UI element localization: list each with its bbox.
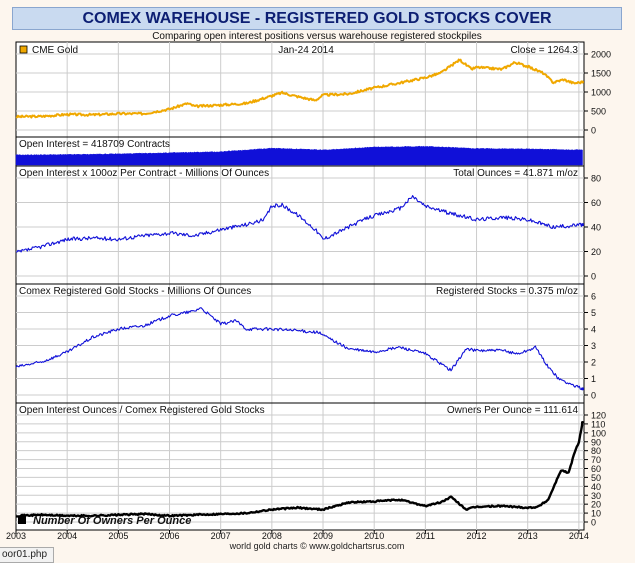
- y-tick-label: 3: [591, 341, 596, 351]
- y-tick-label: 40: [591, 482, 601, 492]
- y-tick-label: 70: [591, 455, 601, 465]
- y-tick-label: 0: [591, 272, 596, 282]
- y-tick-label: 80: [591, 174, 601, 184]
- x-tick-label: 2005: [108, 531, 128, 541]
- y-tick-label: 50: [591, 473, 601, 483]
- plot-frame: [15, 41, 585, 531]
- y-tick-label: 20: [591, 500, 601, 510]
- gold-series-line: [15, 58, 583, 119]
- x-tick-label: 2012: [467, 531, 487, 541]
- owners-series-line: [15, 422, 584, 518]
- x-tick-label: 2014: [569, 531, 589, 541]
- y-tick-label: 80: [591, 446, 601, 456]
- gold-legend-label: CME Gold: [32, 45, 78, 56]
- registered-readout: Registered Stocks = 0.375 m/oz: [436, 286, 578, 297]
- oi_ounces-last-point: [580, 223, 584, 227]
- y-tick-label: 120: [591, 411, 606, 421]
- y-tick-label: 60: [591, 464, 601, 474]
- chart-subtitle: Comparing open interest positions versus…: [152, 31, 482, 42]
- x-tick-label: 2013: [518, 531, 538, 541]
- file-tab[interactable]: oor01.php: [0, 547, 55, 563]
- open_interest-legend-label: Open Interest = 418709 Contracts: [19, 139, 170, 150]
- chart-footer: world gold charts © www.goldchartsrus.co…: [229, 541, 405, 551]
- y-tick-label: 100: [591, 428, 606, 438]
- owners-legend-swatch: [18, 516, 26, 524]
- owners-readout: Owners Per Ounce = 111.614: [447, 405, 579, 416]
- owners-legend-label: Open Interest Ounces / Comex Registered …: [19, 405, 265, 416]
- owners-last-point: [580, 420, 584, 424]
- y-tick-label: 90: [591, 437, 601, 447]
- gold-legend-swatch: [19, 45, 28, 54]
- y-tick-label: 30: [591, 491, 601, 501]
- gold-last-point: [580, 80, 584, 84]
- y-tick-label: 2000: [591, 50, 611, 60]
- y-tick-label: 4: [591, 325, 596, 335]
- y-tick-label: 1000: [591, 88, 611, 98]
- x-tick-label: 2009: [313, 531, 333, 541]
- y-tick-label: 2: [591, 358, 596, 368]
- x-tick-label: 2008: [262, 531, 282, 541]
- registered-legend-label: Comex Registered Gold Stocks - Millions …: [19, 286, 251, 297]
- x-tick-label: 2003: [6, 531, 26, 541]
- chart-title: COMEX WAREHOUSE - REGISTERED GOLD STOCKS…: [82, 10, 552, 27]
- y-tick-label: 1500: [591, 69, 611, 79]
- x-tick-label: 2006: [159, 531, 179, 541]
- y-tick-label: 110: [591, 419, 605, 429]
- gold-readout: Close = 1264.3: [510, 45, 578, 56]
- y-tick-label: 0: [591, 518, 596, 528]
- x-tick-label: 2010: [364, 531, 384, 541]
- x-tick-label: 2011: [416, 531, 435, 541]
- y-tick-label: 60: [591, 198, 601, 208]
- y-tick-label: 6: [591, 292, 596, 302]
- registered-last-point: [580, 387, 584, 391]
- chart-date-label: Jan-24 2014: [278, 45, 334, 56]
- oi_ounces-legend-label: Open Interest x 100oz Per Contract - Mil…: [19, 168, 269, 179]
- y-tick-label: 500: [591, 107, 606, 117]
- title-bar: COMEX WAREHOUSE - REGISTERED GOLD STOCKS…: [12, 7, 622, 30]
- x-tick-label: 2007: [211, 531, 231, 541]
- oi_ounces-series-line: [15, 195, 583, 253]
- oi_ounces-readout: Total Ounces = 41.871 m/oz: [453, 168, 578, 179]
- y-tick-label: 0: [591, 126, 596, 136]
- y-tick-label: 10: [591, 509, 601, 519]
- y-tick-label: 0: [591, 391, 596, 401]
- owners-overlay-label: Number Of Owners Per Ounce: [33, 515, 191, 527]
- y-tick-label: 40: [591, 223, 601, 233]
- x-tick-label: 2004: [57, 531, 77, 541]
- y-tick-label: 5: [591, 308, 596, 318]
- y-tick-label: 20: [591, 247, 601, 257]
- open-interest-area: [15, 145, 583, 166]
- y-tick-label: 1: [591, 374, 596, 384]
- registered-series-line: [15, 307, 583, 391]
